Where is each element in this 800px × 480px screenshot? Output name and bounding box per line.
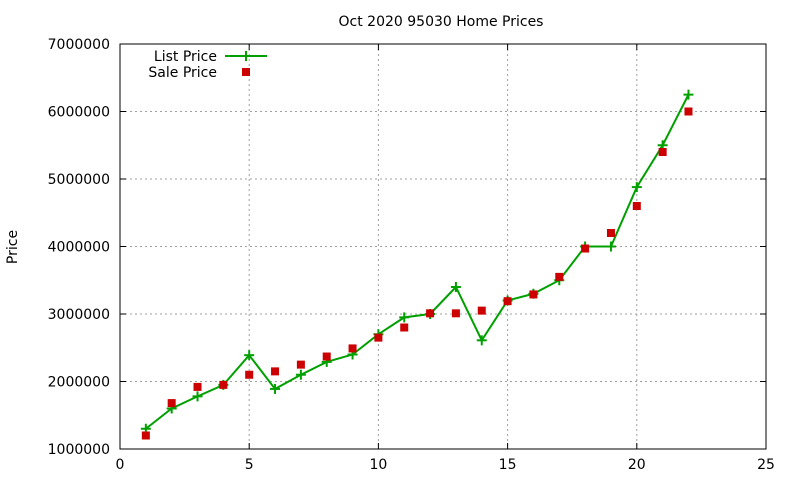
sale-price-point — [477, 306, 486, 315]
y-tick-label: 6000000 — [48, 105, 110, 121]
series-layer — [140, 89, 694, 440]
y-tick-label: 7000000 — [48, 37, 110, 53]
sale-price-point — [581, 244, 590, 253]
axis-ticks: 0 5 10 15 20 25 1000000 2000000 3000000 4000000 50… — [48, 37, 775, 473]
sale-price-point — [245, 370, 254, 379]
legend-square-marker — [242, 68, 250, 76]
sale-price-point — [271, 367, 280, 376]
y-tick-label: 1000000 — [48, 442, 110, 458]
sale-price-point — [167, 399, 176, 408]
list-price-point — [476, 335, 487, 346]
list-price-point — [270, 383, 281, 394]
x-tick-label: 20 — [628, 457, 646, 473]
legend-label: Sale Price — [148, 65, 217, 81]
y-tick-label: 4000000 — [48, 240, 110, 256]
sale-price-point — [658, 148, 667, 156]
list-price-point — [605, 241, 616, 252]
list-price-point — [631, 182, 642, 193]
sale-price-point — [503, 297, 512, 306]
x-tick-label: 5 — [245, 457, 254, 473]
sale-price-point — [219, 380, 228, 389]
sale-price-point — [141, 431, 150, 440]
sale-price-point — [555, 272, 564, 281]
sale-price-point — [451, 309, 460, 318]
list-price-point — [244, 350, 255, 361]
list-price-point — [295, 369, 306, 380]
sale-price-point — [322, 352, 331, 361]
legend-plus-marker — [241, 51, 251, 61]
y-tick-label: 5000000 — [48, 172, 110, 188]
list-price-point — [683, 89, 694, 100]
series-sale-price — [141, 107, 693, 440]
sale-price-point — [529, 290, 538, 299]
sale-price-point — [348, 344, 357, 353]
legend-label: List Price — [154, 49, 217, 65]
sale-price-point — [193, 382, 202, 391]
x-tick-label: 0 — [116, 457, 125, 473]
chart-title: Oct 2020 95030 Home Prices — [339, 14, 544, 30]
sale-price-point — [374, 333, 383, 342]
x-tick-label: 15 — [499, 457, 517, 473]
y-axis-label: Price — [5, 230, 21, 264]
sale-price-point — [632, 202, 641, 210]
sale-price-point — [426, 309, 435, 318]
y-tick-label: 2000000 — [48, 375, 110, 391]
list-price-point — [450, 282, 461, 292]
y-tick-label: 3000000 — [48, 307, 110, 323]
list-price-point — [399, 312, 410, 323]
list-price-line — [145, 94, 690, 430]
sale-price-point — [606, 229, 615, 237]
x-tick-label: 25 — [757, 457, 775, 473]
list-price-point — [192, 391, 203, 402]
sale-price-point — [684, 107, 693, 116]
x-tick-label: 10 — [369, 457, 387, 473]
sale-price-point — [296, 360, 305, 369]
sale-price-point — [400, 323, 409, 332]
